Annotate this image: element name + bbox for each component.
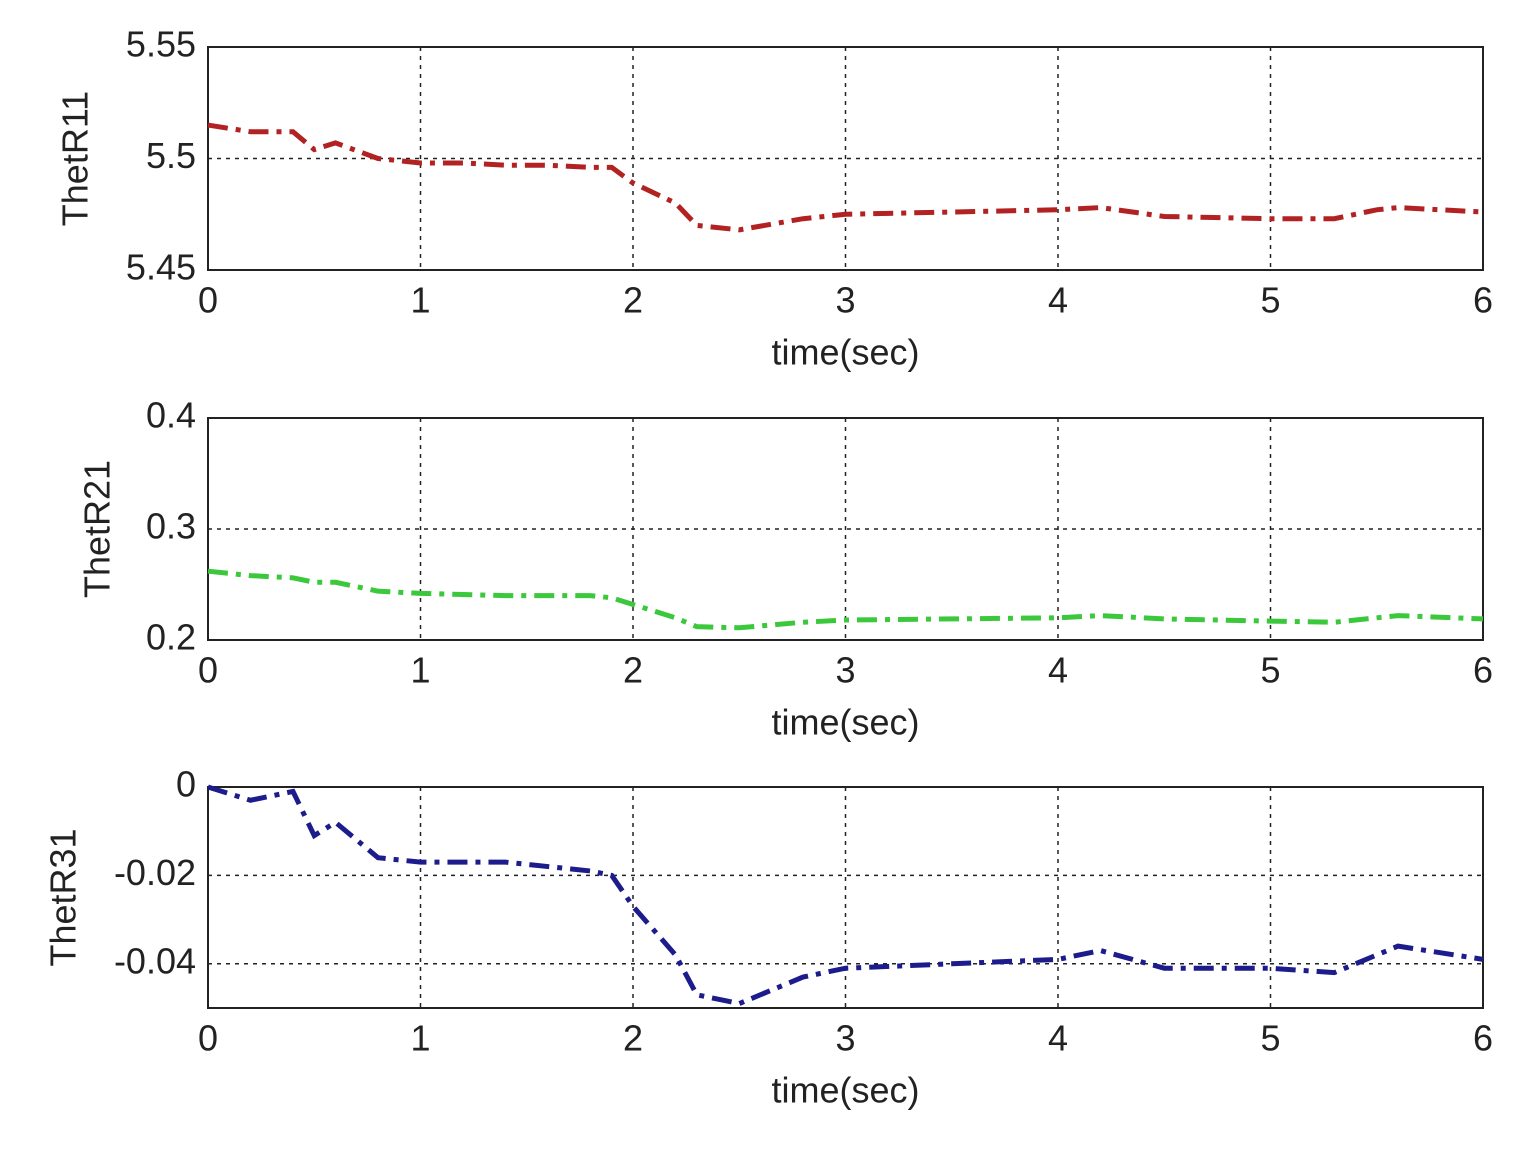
x-tick-label: 0 — [198, 280, 218, 321]
y-tick-label: 5.55 — [126, 24, 196, 65]
x-tick-label: 4 — [1048, 1018, 1068, 1059]
x-tick-label: 0 — [198, 650, 218, 691]
x-tick-label: 6 — [1473, 650, 1493, 691]
x-tick-label: 5 — [1260, 650, 1280, 691]
x-tick-label: 3 — [835, 1018, 855, 1059]
x-axis-label: time(sec) — [771, 702, 919, 743]
x-tick-label: 0 — [198, 1018, 218, 1059]
y-axis-label: ThetR21 — [77, 460, 118, 598]
data-line — [207, 784, 1484, 1007]
y-axis-label: ThetR11 — [55, 91, 96, 226]
plot-frame — [207, 786, 1484, 1009]
x-tick-label: 2 — [623, 1018, 643, 1059]
y-tick-label: 0.2 — [146, 617, 196, 658]
x-axis-label: time(sec) — [771, 1070, 919, 1111]
y-tick-label: -0.02 — [114, 852, 196, 893]
x-tick-label: 1 — [410, 1018, 430, 1059]
x-tick-label: 6 — [1473, 1018, 1493, 1059]
x-axis-label: time(sec) — [771, 332, 919, 373]
y-tick-label: 0 — [176, 764, 196, 805]
y-tick-label: 5.5 — [146, 135, 196, 176]
x-tick-label: 3 — [835, 650, 855, 691]
x-tick-label: 2 — [623, 280, 643, 321]
x-tick-label: 6 — [1473, 280, 1493, 321]
x-tick-label: 4 — [1048, 650, 1068, 691]
x-tick-label: 4 — [1048, 280, 1068, 321]
x-tick-label: 1 — [410, 650, 430, 691]
data-line — [207, 568, 1484, 631]
y-tick-label: 0.3 — [146, 506, 196, 547]
plot-frame — [207, 417, 1484, 641]
y-axis-label: ThetR31 — [43, 828, 84, 966]
y-tick-label: 5.45 — [126, 247, 196, 288]
x-tick-label: 2 — [623, 650, 643, 691]
y-tick-label: 0.4 — [146, 395, 196, 436]
plot-frame — [207, 46, 1484, 271]
x-tick-label: 3 — [835, 280, 855, 321]
x-tick-label: 5 — [1260, 1018, 1280, 1059]
x-tick-label: 5 — [1260, 280, 1280, 321]
y-tick-label: -0.04 — [114, 940, 196, 981]
x-tick-label: 1 — [410, 280, 430, 321]
